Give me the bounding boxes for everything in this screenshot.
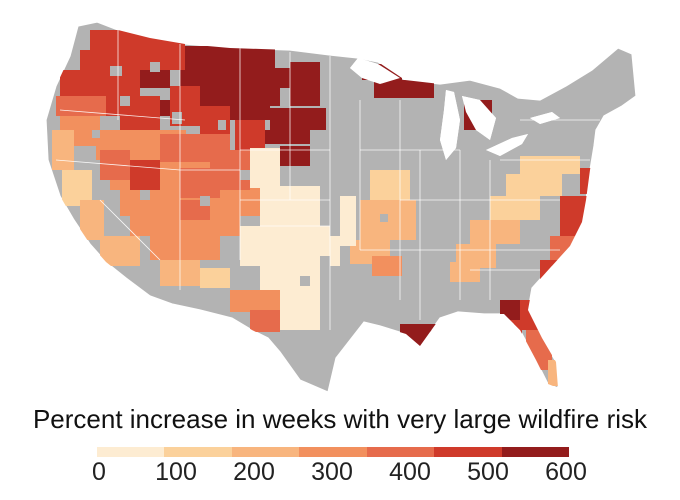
us-choropleth-map [45, 21, 637, 393]
risk-cell [270, 108, 326, 130]
risk-cell [150, 236, 220, 260]
risk-cell [80, 50, 185, 70]
legend-swatch-500-600 [434, 447, 502, 457]
legend-tick-500: 500 [467, 458, 509, 486]
no-data-cell [380, 214, 388, 222]
risk-cell [280, 300, 320, 330]
legend-swatch-300-400 [299, 447, 367, 457]
risk-cell [374, 80, 434, 98]
risk-cell [506, 174, 562, 196]
legend-tick-600: 600 [545, 458, 587, 486]
no-data-cell [110, 66, 122, 76]
risk-cell [548, 360, 562, 386]
risk-cell [140, 70, 170, 88]
risk-cell [120, 116, 160, 134]
risk-cell [185, 46, 275, 68]
risk-cell [230, 290, 280, 312]
state-border [59, 109, 186, 121]
legend-swatch-400-500 [366, 447, 435, 457]
no-data-cell [172, 112, 182, 124]
risk-cell [235, 120, 265, 150]
no-data-cell [120, 96, 130, 106]
wildfire-risk-map [45, 21, 637, 393]
risk-cell [580, 168, 596, 194]
no-data-cell [218, 120, 226, 130]
risk-cell [200, 268, 230, 288]
legend-tick-100: 100 [155, 458, 197, 486]
risk-cell [250, 310, 280, 332]
risk-cell [130, 216, 240, 236]
legend-color-bar [97, 447, 569, 457]
no-data-cell [200, 196, 210, 206]
state-border [55, 159, 181, 171]
lake-huron-top [462, 96, 496, 140]
risk-cell [470, 220, 520, 244]
risk-cell [520, 156, 580, 174]
no-data-cell [92, 130, 100, 138]
lake-erie-top [486, 134, 528, 156]
legend-title: Percent increase in weeks with very larg… [32, 404, 648, 434]
risk-cell [450, 262, 480, 282]
lake-superior-top [350, 58, 400, 84]
risk-cell [290, 62, 320, 106]
risk-cell [400, 324, 440, 352]
legend-tick-400: 400 [389, 458, 431, 486]
risk-cell [500, 300, 520, 320]
risk-cell [280, 146, 310, 166]
risk-cell [430, 330, 460, 350]
lake-michigan-top [440, 90, 460, 160]
risk-cell [100, 236, 140, 266]
risk-cell [262, 130, 310, 144]
risk-cells [52, 30, 596, 386]
legend-swatch-100-200 [164, 447, 232, 457]
no-data-cell [150, 62, 160, 72]
legend-tick-200: 200 [233, 458, 275, 486]
risk-cell [52, 130, 74, 170]
no-data-cell [320, 256, 330, 266]
legend-swatch-200-300 [231, 447, 300, 457]
legend-tick-0: 0 [92, 458, 106, 486]
legend-tick-300: 300 [311, 458, 353, 486]
risk-cell [508, 320, 522, 334]
risk-cell [60, 70, 140, 96]
risk-cell [560, 196, 590, 236]
legend-swatch-0-100 [97, 447, 165, 457]
risk-cell [230, 106, 270, 120]
risk-cell [90, 30, 185, 50]
risk-cell [80, 200, 104, 240]
no-data-cell [300, 276, 310, 286]
lake-ontario-top [530, 112, 560, 124]
no-data-cell [140, 190, 150, 200]
risk-cell [370, 170, 410, 200]
risk-cell [340, 196, 356, 246]
legend-swatch-600 [501, 447, 569, 457]
state-border [99, 199, 161, 261]
risk-cell [180, 68, 290, 88]
risk-cell [372, 256, 402, 276]
risk-cell [130, 160, 160, 190]
state-borders [55, 30, 600, 330]
no-data-cell [240, 170, 250, 180]
risk-cell [250, 148, 280, 188]
great-lakes [350, 58, 560, 160]
